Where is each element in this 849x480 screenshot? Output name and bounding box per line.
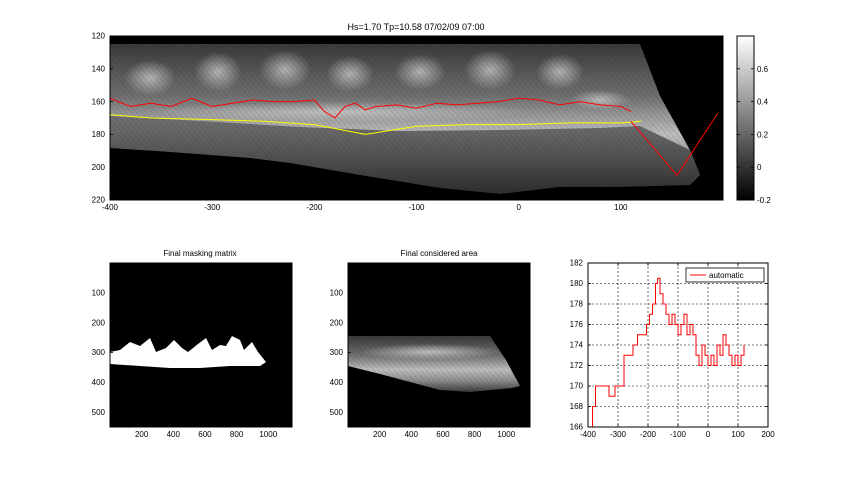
main-ytick-label: 180 bbox=[92, 130, 106, 139]
main-ytick-label: 120 bbox=[92, 32, 106, 41]
main-ytick-label: 160 bbox=[92, 97, 106, 106]
area-ytick-label: 200 bbox=[330, 318, 344, 327]
profile-xtick-label: -200 bbox=[640, 430, 657, 439]
colorbar-tick-label: 0.4 bbox=[757, 98, 769, 107]
main-xtick-label: -200 bbox=[306, 203, 323, 212]
main-ytick-label: 220 bbox=[92, 196, 106, 205]
profile-ytick-label: 178 bbox=[570, 300, 584, 309]
mask-ticks: 200 400 600 800 1000 100 200 300 400 500 bbox=[92, 263, 292, 439]
profile-series-line-0 bbox=[588, 277, 745, 427]
main-xtick-label: -100 bbox=[408, 203, 425, 212]
main-xtick-label: 0 bbox=[516, 203, 521, 212]
profile-xtick-label: 0 bbox=[706, 430, 711, 439]
profile-ytick-label: 176 bbox=[570, 320, 584, 329]
area-ytick-label: 100 bbox=[330, 288, 344, 297]
area-title: Final considered area bbox=[401, 249, 478, 258]
area-xtick-label: 200 bbox=[373, 430, 387, 439]
profile-xtick-label: 200 bbox=[761, 430, 775, 439]
area-ytick-label: 500 bbox=[330, 408, 344, 417]
main-ticks: -400 -300 -200 -100 0 100 120 140 160 180 200 220 bbox=[92, 32, 723, 212]
mask-axes-box bbox=[109, 262, 293, 428]
profile-ytick-label: 174 bbox=[570, 341, 584, 350]
main-series-line-0 bbox=[110, 97, 632, 119]
legend-box bbox=[685, 267, 765, 283]
main-ytick-label: 140 bbox=[92, 64, 106, 73]
area-xtick-label: 600 bbox=[436, 430, 450, 439]
area-ytick-label: 400 bbox=[330, 378, 344, 387]
colorbar-tick-label: 0 bbox=[757, 163, 762, 172]
profile-ytick-label: 168 bbox=[570, 402, 584, 411]
colorbar-tick-label: 0.2 bbox=[757, 130, 769, 139]
colorbar-ticks: 0.6 0.4 0.2 0 -0.2 bbox=[737, 65, 771, 205]
mask-ytick-label: 400 bbox=[92, 378, 106, 387]
main-series-lines bbox=[110, 97, 719, 177]
profile-xtick-label: -100 bbox=[670, 430, 687, 439]
colorbar-tick-label: -0.2 bbox=[757, 196, 771, 205]
mask-xtick-label: 1000 bbox=[259, 430, 277, 439]
mask-ytick-label: 100 bbox=[92, 288, 106, 297]
main-image-top-mask bbox=[640, 36, 723, 112]
mask-ytick-label: 300 bbox=[92, 348, 106, 357]
main-image-bottom-mask bbox=[110, 148, 723, 200]
main-xtick-label: -400 bbox=[102, 203, 119, 212]
profile-xtick-label: -400 bbox=[580, 430, 597, 439]
mask-image-shape bbox=[110, 336, 266, 368]
profile-ticks: -400 -300 -200 -100 0 100 200 166 168 170 172 174 17… bbox=[570, 259, 776, 439]
profile-ytick-label: 172 bbox=[570, 361, 584, 370]
mask-xtick-label: 200 bbox=[135, 430, 149, 439]
profile-series bbox=[588, 277, 745, 427]
legend-label: automatic bbox=[709, 271, 744, 280]
area-image-texture bbox=[348, 336, 520, 392]
area-axes-box bbox=[347, 262, 531, 428]
area-plot: 200 400 600 800 1000 100 200 300 400 500 bbox=[330, 262, 531, 439]
colorbar-tick-label: 0.6 bbox=[757, 65, 769, 74]
mask-xtick-label: 400 bbox=[167, 430, 181, 439]
profile-plot: -400 -300 -200 -100 0 100 200 166 168 170 172 174 17… bbox=[570, 259, 776, 439]
main-series-line-2 bbox=[630, 112, 719, 177]
colorbar: 0.6 0.4 0.2 0 -0.2 bbox=[736, 35, 771, 205]
main-title: Hs=1.70 Tp=10.58 07/02/09 07:00 bbox=[348, 22, 485, 32]
profile-xtick-label: -300 bbox=[610, 430, 627, 439]
main-ytick-label: 200 bbox=[92, 163, 106, 172]
main-xtick-label: 100 bbox=[614, 203, 628, 212]
profile-ytick-label: 166 bbox=[570, 423, 584, 432]
profile-ytick-label: 182 bbox=[570, 259, 584, 268]
profile-xtick-label: 100 bbox=[731, 430, 745, 439]
mask-xtick-label: 800 bbox=[230, 430, 244, 439]
area-ytick-label: 300 bbox=[330, 348, 344, 357]
area-xtick-label: 1000 bbox=[497, 430, 515, 439]
mask-plot: 200 400 600 800 1000 100 200 300 400 500 bbox=[92, 262, 293, 439]
main-series-line-1 bbox=[110, 114, 642, 135]
colorbar-gradient bbox=[736, 35, 755, 201]
area-xtick-label: 400 bbox=[405, 430, 419, 439]
mask-title: Final masking matrix bbox=[163, 249, 236, 258]
profile-legend: automatic bbox=[685, 267, 765, 283]
main-plot: -400 -300 -200 -100 0 100 120 140 160 180 200 220 bbox=[92, 32, 724, 212]
area-ticks: 200 400 600 800 1000 100 200 300 400 500 bbox=[330, 263, 530, 439]
area-xtick-label: 800 bbox=[468, 430, 482, 439]
mask-xtick-label: 600 bbox=[198, 430, 212, 439]
profile-ytick-label: 180 bbox=[570, 279, 584, 288]
mask-ytick-label: 200 bbox=[92, 318, 106, 327]
main-xtick-label: -300 bbox=[204, 203, 221, 212]
mask-ytick-label: 500 bbox=[92, 408, 106, 417]
profile-ytick-label: 170 bbox=[570, 382, 584, 391]
